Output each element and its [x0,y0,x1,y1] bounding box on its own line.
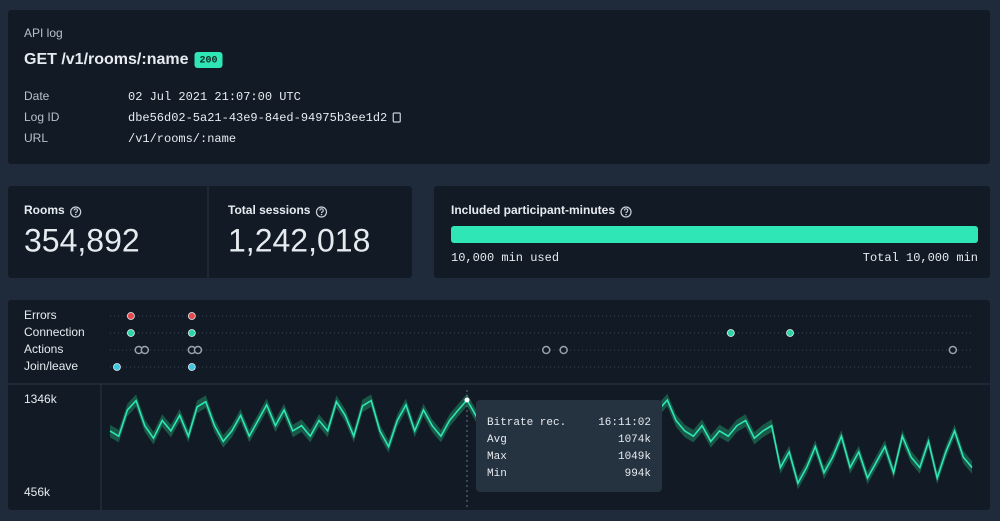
info-icon-mark [319,208,324,213]
stat-label: Total sessions [228,203,311,217]
event-dot[interactable] [113,363,121,371]
event-dot[interactable] [187,363,196,371]
info-icon [315,206,328,218]
field-value: /v1/rooms/:name [128,132,236,146]
stat-label: Rooms [24,203,65,217]
row-label: Actions [24,342,63,356]
field-label: Date [24,89,50,103]
event-dot[interactable] [559,345,568,355]
event-dot[interactable] [786,329,794,337]
copy-icon[interactable] [392,112,401,123]
log-title: GET /v1/rooms/:name [24,51,189,68]
tooltip-label: Max [487,451,507,463]
row-label: Connection [24,325,85,339]
tooltip-title: Bitrate rec. [487,417,566,429]
tooltip-value: 994k [625,468,652,480]
event-dot[interactable] [140,345,150,355]
tooltip-time: 16:11:02 [598,417,651,429]
tooltip-label: Avg [487,434,507,446]
field-label: URL [24,131,48,145]
info-icon-mark [73,208,78,213]
event-dot[interactable] [948,345,958,355]
info-icon-mark [623,208,629,213]
tooltip-label: Min [487,468,507,480]
log-label: API log [24,26,63,40]
y-tick-label: 456k [24,485,51,499]
hover-dot [464,397,470,403]
info-icon-dot [320,213,323,216]
row-label: Errors [24,308,57,322]
usage-used: 10,000 min used [451,251,559,265]
tooltip-value: 1074k [618,434,651,446]
field-value: dbe56d02-5a21-43e9-84ed-94975b3ee1d2 [128,111,387,125]
info-icon-dot [625,213,627,216]
info-icon [620,206,632,218]
event-dot[interactable] [187,329,196,337]
usage-bar [451,226,978,243]
event-dot[interactable] [193,345,203,355]
tooltip [476,400,662,492]
row-label: Join/leave [24,359,78,373]
tooltip-value: 1049k [618,451,651,463]
event-dot[interactable] [726,329,735,337]
event-dot[interactable] [187,312,196,320]
info-icon [70,206,82,218]
log-card [8,10,990,164]
status-code: 200 [199,56,217,67]
event-dot[interactable] [126,312,135,320]
info-icon-dot [74,213,77,216]
field-label: Log ID [24,110,60,124]
usage-total: Total 10,000 min [863,251,978,265]
event-dot[interactable] [126,329,135,337]
y-tick-label: 1346k [24,392,58,406]
stat-value: 1,242,018 [228,222,370,258]
stats-card [8,186,412,278]
field-value: 02 Jul 2021 21:07:00 UTC [128,90,301,104]
event-dot[interactable] [541,345,551,355]
status-badge [194,52,223,68]
usage-label: Included participant-minutes [451,203,615,217]
stat-value: 354,892 [24,222,140,258]
